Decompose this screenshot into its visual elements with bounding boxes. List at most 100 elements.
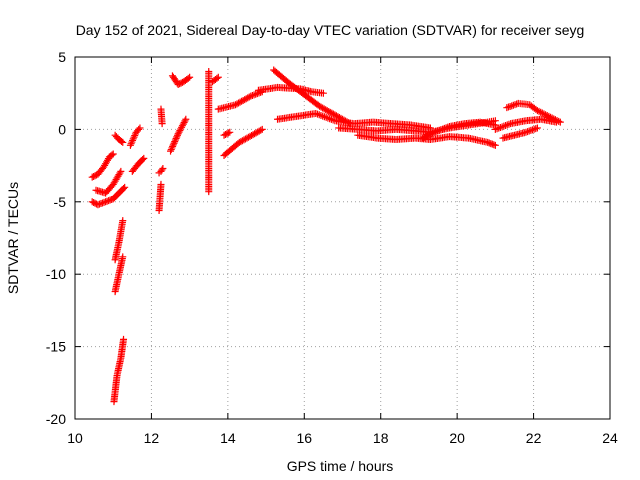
data-point xyxy=(491,125,499,133)
data-point xyxy=(140,154,148,162)
data-point xyxy=(136,124,144,132)
data-point xyxy=(538,109,546,117)
data-point xyxy=(503,104,511,112)
y-axis-label: SDTVAR / TECUs xyxy=(5,182,21,294)
data-point xyxy=(533,107,541,115)
data-point xyxy=(522,128,530,136)
data-point xyxy=(121,183,129,191)
data-point xyxy=(509,101,517,109)
data-point xyxy=(177,125,185,133)
data-point xyxy=(171,136,179,144)
data-point xyxy=(427,130,435,138)
data-point xyxy=(159,164,167,172)
data-point xyxy=(528,126,536,134)
data-point xyxy=(139,156,147,164)
data-point xyxy=(439,125,447,133)
data-point xyxy=(226,128,234,136)
data-point xyxy=(117,167,125,175)
data-point xyxy=(545,112,553,120)
x-tick-label: 22 xyxy=(526,430,542,446)
data-point xyxy=(420,133,428,141)
data-point xyxy=(506,102,514,110)
data-point xyxy=(205,188,213,196)
data-point xyxy=(432,128,440,136)
data-point xyxy=(181,117,189,125)
data-point xyxy=(169,142,177,150)
data-point xyxy=(435,126,443,134)
data-point xyxy=(130,133,138,141)
data-point xyxy=(245,93,253,101)
data-point xyxy=(119,253,127,261)
data-point xyxy=(422,132,430,140)
data-point xyxy=(157,180,165,188)
data-point xyxy=(129,135,137,143)
data-point xyxy=(128,138,136,146)
x-tick-label: 14 xyxy=(220,430,236,446)
data-point xyxy=(419,134,427,142)
data-point xyxy=(508,102,516,110)
data-point xyxy=(224,129,232,137)
x-axis-label: GPS time / hours xyxy=(287,458,394,474)
data-point xyxy=(505,120,513,128)
data-point xyxy=(502,122,510,130)
data-point xyxy=(180,118,188,126)
data-point xyxy=(119,138,127,146)
data-point xyxy=(120,335,128,343)
data-point xyxy=(171,138,179,146)
data-point xyxy=(167,147,175,155)
data-point xyxy=(108,151,116,159)
data-point xyxy=(184,74,192,82)
data-point xyxy=(169,141,177,149)
data-point xyxy=(257,126,265,134)
data-point xyxy=(214,73,222,81)
data-point xyxy=(129,136,137,144)
data-point xyxy=(176,127,184,135)
data-point xyxy=(178,123,186,131)
x-tick-label: 18 xyxy=(373,430,389,446)
data-point xyxy=(511,101,519,109)
data-point xyxy=(434,127,442,135)
x-tick-label: 16 xyxy=(296,430,312,446)
data-point xyxy=(119,217,127,225)
data-point xyxy=(530,125,538,133)
data-point xyxy=(116,169,124,177)
data-point xyxy=(430,128,438,136)
data-point xyxy=(424,132,432,140)
data-point xyxy=(213,74,221,82)
data-point xyxy=(444,123,452,131)
data-point xyxy=(248,91,256,99)
data-point xyxy=(500,122,508,130)
grid-layer xyxy=(75,57,610,419)
data-point xyxy=(503,121,511,129)
data-point xyxy=(543,112,551,120)
data-point xyxy=(127,140,135,148)
data-point xyxy=(175,128,183,136)
x-tick-label: 10 xyxy=(67,430,83,446)
data-point xyxy=(179,120,187,128)
data-point xyxy=(158,120,166,128)
data-point xyxy=(498,123,506,131)
data-point xyxy=(158,166,166,174)
y-tick-label: -15 xyxy=(46,339,66,355)
data-point xyxy=(437,126,445,134)
data-point xyxy=(167,146,175,154)
data-point xyxy=(525,127,533,135)
data-point xyxy=(524,128,532,136)
data-point xyxy=(135,125,143,133)
tick-layer: 10 12 14 16 18 20 22 24 -20 -15 -10 -5 0 5 xyxy=(46,49,618,446)
data-point xyxy=(253,90,261,98)
data-point xyxy=(429,129,437,137)
data-point xyxy=(168,144,176,152)
data-point xyxy=(491,141,499,149)
chart-title: Day 152 of 2021, Sidereal Day-to-day VTE… xyxy=(76,22,585,38)
data-point xyxy=(442,124,450,132)
data-point xyxy=(186,73,194,81)
plot-frame xyxy=(74,56,611,420)
data-point xyxy=(493,125,501,133)
y-tick-label: 0 xyxy=(58,121,66,137)
data-point xyxy=(252,90,260,98)
y-tick-label: -10 xyxy=(46,266,66,282)
